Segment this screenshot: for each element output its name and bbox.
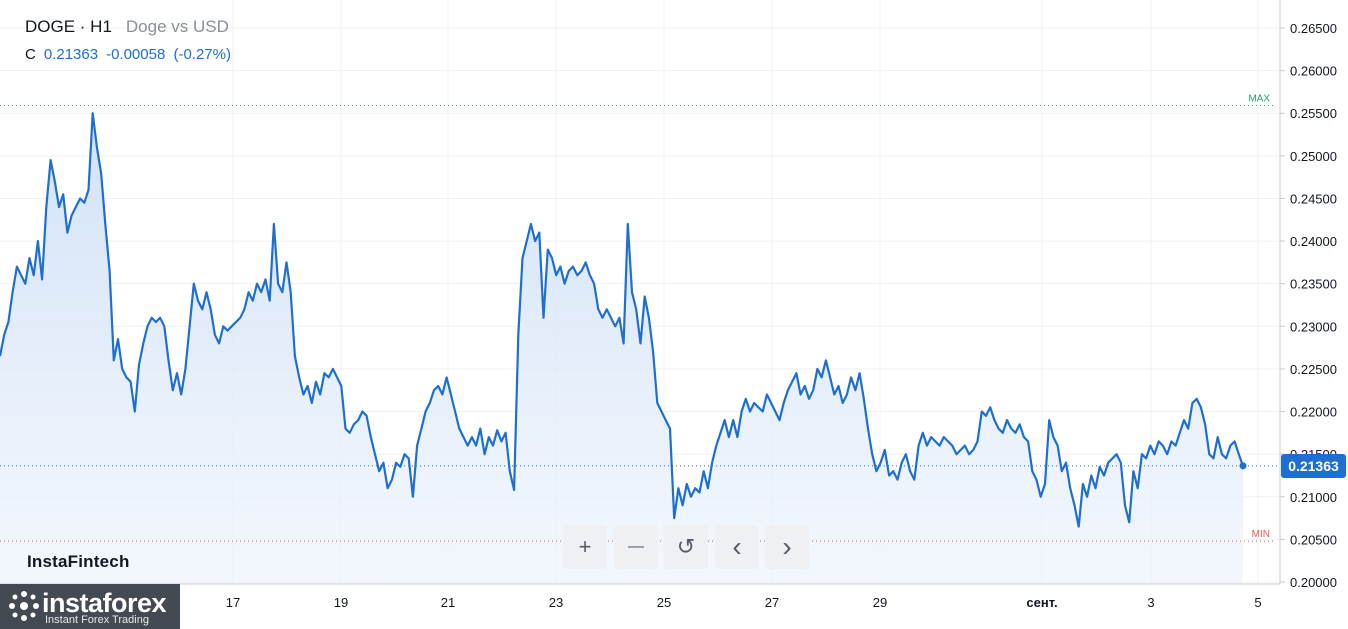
min-label: MIN bbox=[1252, 529, 1270, 540]
y-tick-label: 0.23500 bbox=[1290, 277, 1337, 292]
y-tick-label: 0.22000 bbox=[1290, 405, 1337, 420]
zoom-in-button[interactable]: + bbox=[563, 525, 607, 569]
y-tick-label: 0.22500 bbox=[1290, 362, 1337, 377]
close-value: 0.21363 bbox=[43, 46, 99, 63]
x-tick-label: 17 bbox=[226, 595, 240, 610]
scroll-right-button[interactable]: › bbox=[765, 525, 809, 569]
price-line bbox=[0, 112, 1245, 528]
symbol-description: Doge vs USD bbox=[125, 17, 229, 36]
reset-icon: ↺ bbox=[676, 534, 696, 559]
last-price-tag: 0.21363 bbox=[1281, 454, 1346, 478]
y-tick-label: 0.25500 bbox=[1290, 106, 1337, 121]
y-tick-label: 0.26500 bbox=[1290, 21, 1337, 36]
scroll-left-button[interactable]: ‹ bbox=[715, 525, 759, 569]
max-label: MAX bbox=[1248, 94, 1270, 105]
y-tick-label: 0.20500 bbox=[1290, 532, 1337, 547]
x-tick-label: 23 bbox=[549, 595, 563, 610]
x-tick-label: 25 bbox=[657, 595, 671, 610]
chevron-left-icon: ‹ bbox=[732, 531, 742, 562]
logo-tagline: Instant Forex Trading bbox=[45, 614, 149, 626]
x-tick-label: сент. bbox=[1026, 595, 1057, 610]
zoom-out-button[interactable]: — bbox=[614, 525, 658, 569]
x-tick-label: 27 bbox=[765, 595, 779, 610]
y-tick-label: 0.24000 bbox=[1290, 234, 1337, 249]
minus-icon: — bbox=[628, 538, 644, 555]
plus-icon: + bbox=[578, 534, 592, 559]
x-tick-label: 5 bbox=[1254, 595, 1261, 610]
y-tick-label: 0.24500 bbox=[1290, 191, 1337, 206]
symbol-label: DOGE · H1 bbox=[25, 17, 112, 36]
y-tick-label: 0.20000 bbox=[1290, 575, 1337, 590]
x-tick-label: 3 bbox=[1147, 595, 1154, 610]
y-tick-label: 0.26000 bbox=[1290, 64, 1337, 79]
watermark: InstaFintech bbox=[27, 552, 130, 571]
logo-mark-icon bbox=[9, 591, 39, 621]
change-value: -0.00058 bbox=[106, 46, 166, 63]
x-tick-label: 21 bbox=[441, 595, 455, 610]
close-label: C bbox=[25, 46, 36, 63]
chevron-right-icon: › bbox=[782, 531, 792, 562]
logo-name: instaforex bbox=[42, 588, 167, 618]
quote-bar: C 0.21363 -0.00058 (-0.27%) bbox=[25, 46, 231, 63]
y-tick-label: 0.21000 bbox=[1290, 490, 1337, 505]
x-tick-label: 19 bbox=[334, 595, 348, 610]
x-tick-label: 29 bbox=[873, 595, 887, 610]
chart-header: DOGE · H1 Doge vs USD bbox=[25, 17, 229, 37]
reset-button[interactable]: ↺ bbox=[664, 525, 708, 569]
last-price-dot bbox=[1239, 462, 1247, 470]
y-tick-label: 0.25000 bbox=[1290, 149, 1337, 164]
instaforex-logo: instaforex Instant Forex Trading bbox=[0, 584, 180, 629]
y-tick-label: 0.23000 bbox=[1290, 319, 1337, 334]
change-percent: (-0.27%) bbox=[173, 46, 231, 63]
